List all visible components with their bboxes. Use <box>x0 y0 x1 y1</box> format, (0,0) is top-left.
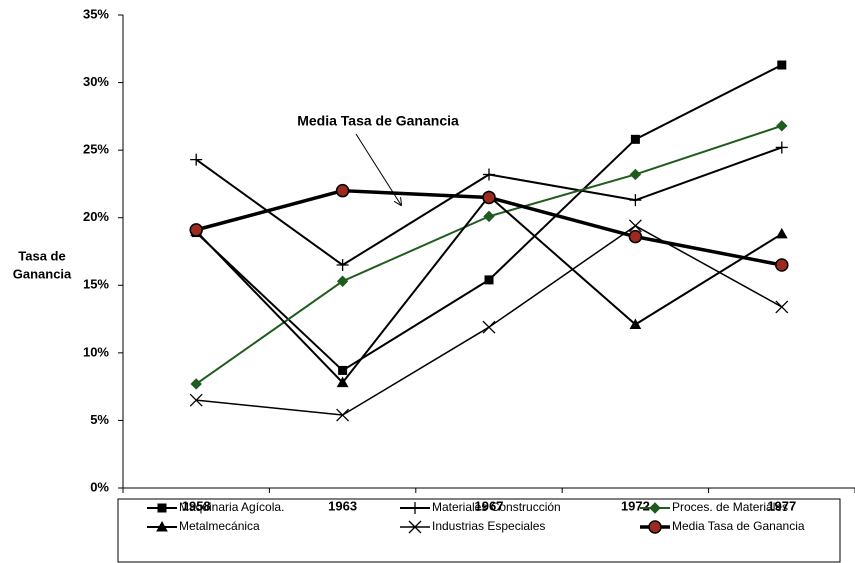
data-point <box>336 259 349 272</box>
legend-label: Maquinaria Agícola. <box>179 500 284 514</box>
x-tick-label: 1963 <box>328 498 357 513</box>
data-point <box>775 141 788 154</box>
data-point <box>189 393 203 407</box>
y-tick-label: 0% <box>90 479 109 494</box>
legend-box <box>117 498 841 563</box>
data-point <box>629 168 642 181</box>
legend-label: Proces. de Materiales <box>672 500 788 514</box>
data-point <box>629 318 642 329</box>
y-axis-label: Ganancia <box>13 266 72 281</box>
legend-label: Media Tasa de Ganancia <box>672 519 805 533</box>
annotation: Media Tasa de Ganancia <box>297 113 459 129</box>
data-point <box>336 275 349 287</box>
y-tick-label: 15% <box>83 277 109 292</box>
data-point <box>482 320 496 334</box>
legend-marker <box>156 520 168 532</box>
y-tick-label: 5% <box>90 412 109 427</box>
data-point <box>775 258 789 272</box>
series-line <box>195 124 783 385</box>
data-point <box>629 194 642 207</box>
y-tick-label: 25% <box>83 142 109 157</box>
y-tick-label: 35% <box>83 6 109 21</box>
legend-label: Industrias Especiales <box>432 519 545 533</box>
x-tick-label: 1977 <box>767 498 796 513</box>
data-point <box>189 223 203 237</box>
legend-marker <box>408 520 422 534</box>
x-tick-label: 1967 <box>475 498 504 513</box>
series-line <box>196 225 783 416</box>
data-point <box>336 408 350 422</box>
data-point <box>776 120 788 132</box>
data-point <box>628 219 642 233</box>
data-point <box>336 376 349 388</box>
data-point <box>775 300 789 314</box>
data-point <box>483 210 495 223</box>
y-tick-label: 30% <box>83 74 109 89</box>
legend-marker <box>409 502 421 514</box>
data-point <box>190 153 203 166</box>
legend-label: Metalmecánica <box>179 519 260 533</box>
x-tick-label: 1958 <box>182 498 211 513</box>
y-tick-label: 10% <box>83 344 109 359</box>
data-point <box>775 227 788 239</box>
data-point <box>483 168 495 181</box>
y-axis-label: Tasa de <box>18 248 65 263</box>
legend-marker <box>649 502 661 514</box>
data-point <box>628 229 643 244</box>
legend-marker <box>648 520 662 534</box>
legend-label: Materiales Construcción <box>432 500 561 514</box>
data-point <box>484 275 494 285</box>
data-point <box>482 190 496 205</box>
x-tick-label: 1972 <box>621 498 650 513</box>
y-tick-label: 20% <box>83 209 109 224</box>
data-point <box>630 134 640 144</box>
data-point <box>338 365 348 375</box>
data-point <box>777 60 787 70</box>
data-point <box>190 378 202 390</box>
legend-marker <box>157 503 167 513</box>
data-point <box>335 183 350 198</box>
